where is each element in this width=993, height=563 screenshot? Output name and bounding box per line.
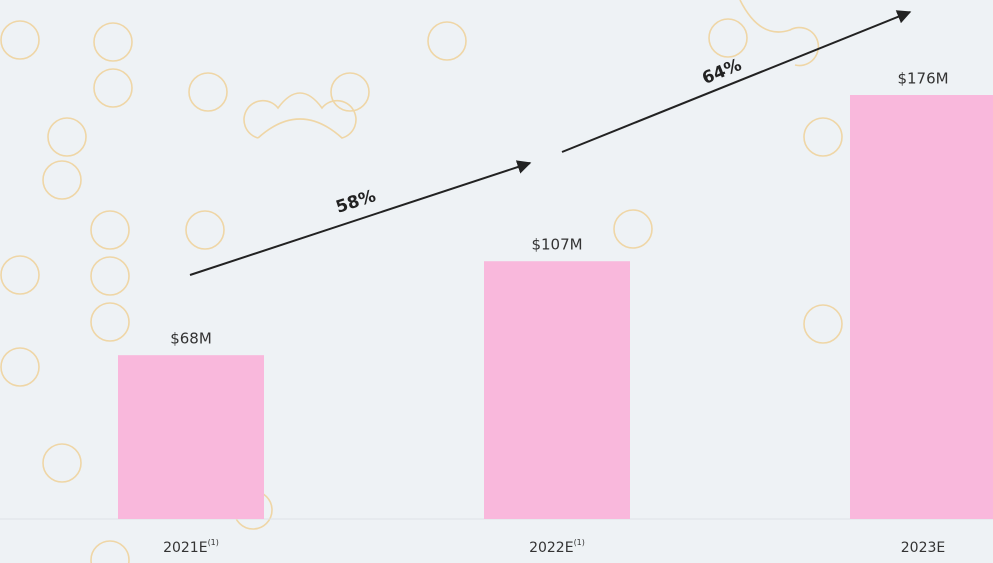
category-name: 2022E	[529, 540, 573, 556]
footnote-mark: (1)	[208, 538, 219, 547]
bar	[118, 355, 264, 519]
value-label: $107M	[531, 236, 582, 254]
footnote-mark: (1)	[574, 538, 585, 547]
growth-label: 58%	[334, 186, 379, 218]
x-tick-label: 2021E(1)	[163, 538, 219, 557]
category-name: 2023E	[901, 540, 945, 556]
growth-arrow	[189, 160, 532, 276]
x-tick-label: 2022E(1)	[529, 538, 585, 557]
category-name: 2021E	[163, 540, 207, 556]
growth-arrow	[561, 10, 912, 153]
background-decoration	[0, 0, 843, 563]
bar	[484, 261, 630, 519]
value-label: $176M	[897, 70, 948, 88]
bar	[850, 95, 993, 519]
growth-label: 64%	[699, 55, 744, 89]
x-tick-label: 2023E	[901, 540, 945, 556]
value-label: $68M	[170, 330, 212, 348]
